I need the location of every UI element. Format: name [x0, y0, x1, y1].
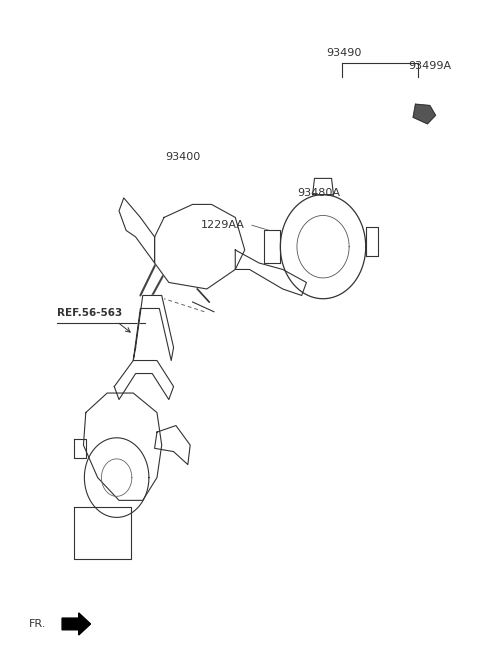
Polygon shape	[155, 426, 190, 464]
Polygon shape	[366, 227, 378, 256]
Polygon shape	[133, 295, 174, 361]
Polygon shape	[84, 393, 162, 501]
Polygon shape	[264, 230, 280, 263]
Polygon shape	[74, 507, 131, 559]
Text: 1229AA: 1229AA	[201, 220, 245, 230]
Polygon shape	[119, 198, 155, 263]
Polygon shape	[155, 205, 245, 289]
Polygon shape	[312, 178, 334, 195]
Text: REF.56-563: REF.56-563	[57, 308, 122, 318]
Text: 93490: 93490	[327, 48, 362, 58]
Text: 93480A: 93480A	[297, 188, 340, 198]
Text: 93400: 93400	[166, 152, 201, 162]
Polygon shape	[235, 250, 306, 295]
Text: 93499A: 93499A	[408, 61, 452, 71]
Polygon shape	[280, 195, 366, 298]
Polygon shape	[74, 439, 86, 458]
Polygon shape	[84, 438, 149, 518]
Polygon shape	[62, 613, 91, 635]
Polygon shape	[114, 361, 174, 400]
Text: FR.: FR.	[29, 619, 46, 629]
Polygon shape	[413, 104, 435, 124]
